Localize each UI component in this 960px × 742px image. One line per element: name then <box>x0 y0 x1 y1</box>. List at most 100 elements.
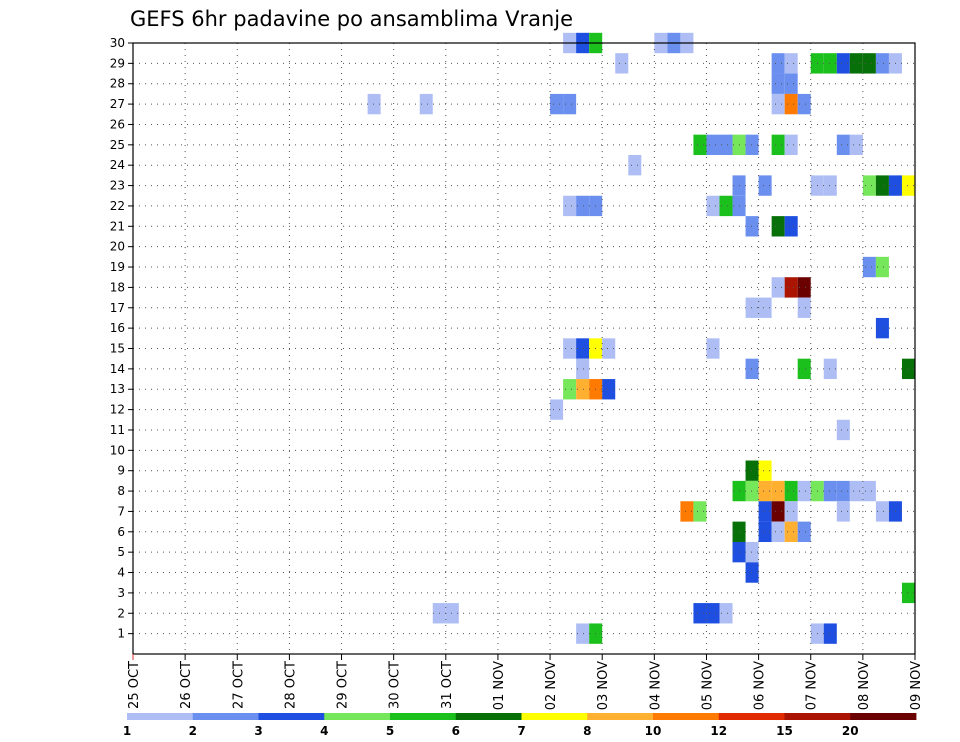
legend-label: 15 <box>776 724 793 738</box>
heatmap-cell <box>823 480 837 502</box>
x-tick-label: 08 NOV <box>857 661 872 710</box>
heatmap-cell <box>615 53 629 74</box>
heatmap-cell <box>563 379 577 400</box>
legend-label: 3 <box>254 724 262 738</box>
legend-label: 6 <box>452 724 460 738</box>
legend-label: 20 <box>842 724 859 738</box>
y-tick-label: 30 <box>110 36 125 50</box>
y-tick-label: 17 <box>110 301 125 315</box>
heatmap-cell <box>849 134 863 156</box>
y-tick-label: 1 <box>117 627 125 641</box>
heatmap-cell <box>797 358 811 380</box>
legend-label: 12 <box>710 724 727 738</box>
heatmap-cell <box>445 603 459 624</box>
heatmap-cell <box>563 195 577 217</box>
x-tick-label: 29 OCT <box>336 661 351 709</box>
heatmap-cell <box>784 277 798 298</box>
x-axis: 25 OCT 26 OCT 27 OCT 28 OCT 29 OCT 30 OCT 31 O… <box>127 654 924 710</box>
heatmap-cell <box>706 195 720 217</box>
heatmap-cell <box>771 480 785 502</box>
y-tick-label: 15 <box>110 342 125 356</box>
heatmap-cell <box>758 460 772 481</box>
heatmap-cell <box>706 134 720 156</box>
heatmap-cell <box>758 501 772 522</box>
heatmap-cell <box>602 338 616 359</box>
y-tick-label: 25 <box>110 138 125 152</box>
legend-swatch <box>258 713 325 720</box>
heatmap-cell <box>862 53 876 74</box>
x-tick-label: 06 NOV <box>753 661 768 710</box>
heatmap-cell <box>836 480 850 502</box>
heatmap-cell <box>771 93 785 115</box>
y-tick-label: 8 <box>117 484 125 498</box>
heatmap-cell <box>823 53 837 74</box>
heatmap-cell <box>719 603 733 624</box>
heatmap-cell <box>563 338 577 359</box>
heatmap-cell <box>823 623 837 644</box>
legend-label: 8 <box>583 724 591 738</box>
heatmap-cell <box>784 521 798 542</box>
heatmap-cell <box>719 195 733 217</box>
heatmap-cell <box>771 53 785 74</box>
heatmap-cell <box>680 501 694 522</box>
legend-label: 10 <box>645 724 662 738</box>
heatmap-cell <box>771 73 785 94</box>
heatmap-cell <box>693 603 707 624</box>
y-tick-label: 3 <box>117 586 125 600</box>
legend-swatch <box>784 713 851 720</box>
legend-label: 5 <box>386 724 394 738</box>
y-tick-label: 4 <box>117 566 125 580</box>
heatmap-cell <box>576 358 590 380</box>
heatmap-cell <box>745 460 759 481</box>
heatmap-cell <box>550 93 564 115</box>
heatmap-cell <box>758 297 772 318</box>
y-tick-label: 29 <box>110 56 125 70</box>
heatmap-cell <box>706 338 720 359</box>
y-tick-label: 5 <box>117 545 125 559</box>
heatmap-cell <box>758 480 772 502</box>
heatmap-cell <box>745 480 759 502</box>
heatmap-cell <box>784 216 798 237</box>
y-tick-label: 22 <box>110 199 125 213</box>
y-tick-label: 19 <box>110 260 125 274</box>
legend-swatch <box>653 713 720 720</box>
heatmap-cell <box>836 501 850 522</box>
legend-label: 1 <box>123 724 131 738</box>
heatmap-cell <box>901 358 915 380</box>
x-tick-label: 27 OCT <box>231 661 246 709</box>
heatmap-cell <box>745 216 759 237</box>
heatmap-cell <box>797 277 811 298</box>
heatmap-cell <box>901 582 915 604</box>
heatmap-cell <box>875 53 889 74</box>
y-tick-label: 10 <box>110 443 125 457</box>
heatmap-cell <box>875 256 889 278</box>
legend-label: 7 <box>517 724 525 738</box>
y-tick-label: 16 <box>110 321 125 335</box>
heatmap-cell <box>758 175 772 196</box>
heatmap-cell <box>628 155 642 176</box>
heatmap-cell <box>823 175 837 196</box>
legend-swatch <box>127 713 194 720</box>
heatmap-cell <box>875 175 889 196</box>
heatmap-cell <box>745 134 759 156</box>
heatmap-cell <box>862 175 876 196</box>
y-tick-label: 11 <box>110 423 125 437</box>
heatmap-cell <box>849 480 863 502</box>
legend-swatch <box>455 713 522 720</box>
heatmap-cell <box>745 358 759 380</box>
y-tick-label: 9 <box>117 464 125 478</box>
heatmap-cell <box>576 195 590 217</box>
y-tick-label: 2 <box>117 606 125 620</box>
y-axis: 1234567891011121314151617181920212223242… <box>110 36 133 641</box>
y-tick-label: 13 <box>110 382 125 396</box>
heatmap-cell <box>602 379 616 400</box>
heatmap-cell <box>693 134 707 156</box>
x-tick-label: 02 NOV <box>544 661 559 710</box>
heatmap-cell <box>901 175 915 196</box>
heatmap-cell <box>576 338 590 359</box>
heatmap-cell <box>771 521 785 542</box>
heatmap-cell <box>862 256 876 278</box>
y-tick-label: 23 <box>110 179 125 193</box>
heatmap-cell <box>862 480 876 502</box>
heatmap-cell <box>758 521 772 542</box>
